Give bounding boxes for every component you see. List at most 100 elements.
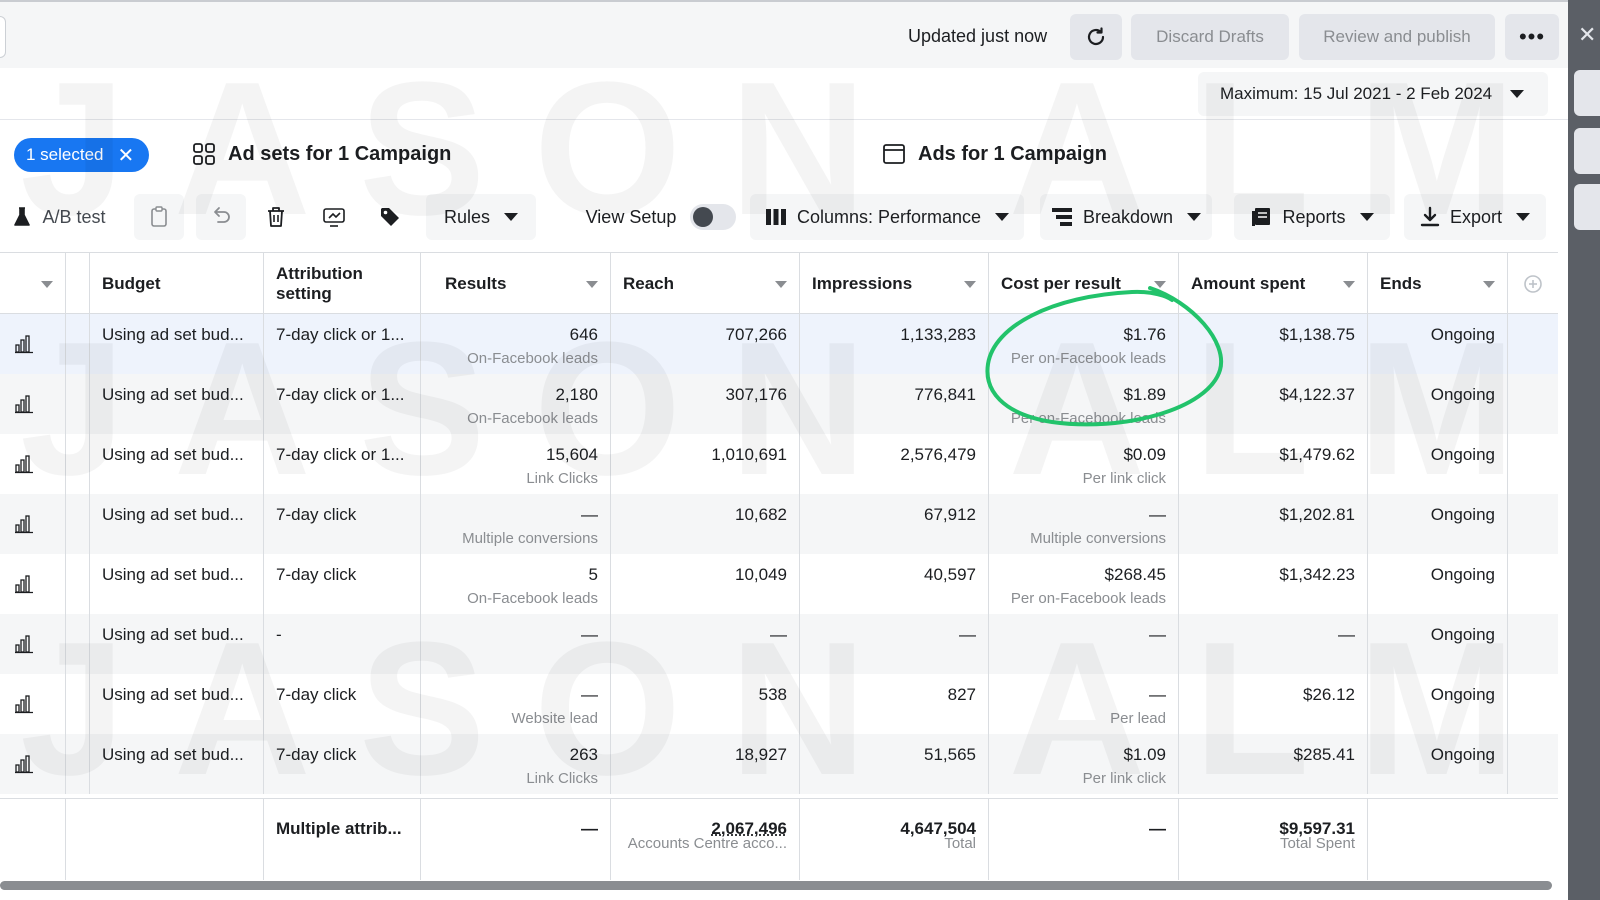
cell-reach: 1,010,691 [611,434,800,494]
column-header-amount-spent[interactable]: Amount spent [1179,253,1368,314]
row-name-cell[interactable] [66,314,90,374]
selected-filter-pill[interactable]: 1 selected ✕ [14,138,149,172]
cell-impressions: 776,841 [800,374,989,434]
bar-chart-icon[interactable] [14,454,34,474]
column-header-attribution[interactable]: Attribution setting [264,253,421,314]
row-name-cell[interactable] [66,434,90,494]
row-chart-cell[interactable] [0,374,66,434]
cell-value: 7-day click or 1... [276,445,405,464]
add-column-button[interactable] [1508,253,1558,314]
row-name-cell[interactable] [66,494,90,554]
column-header-budget[interactable]: Budget [90,253,264,314]
collapsed-panel-edge[interactable] [0,16,6,58]
rail-chart-button[interactable] [1574,70,1600,116]
reports-icon [1252,208,1271,226]
column-header-impressions[interactable]: Impressions [800,253,989,314]
table-row[interactable]: Using ad set bud... 7-day click 263 Link Cl… [0,734,1558,794]
columns-dropdown[interactable]: Columns: Performance [750,194,1024,240]
rules-dropdown[interactable]: Rules [426,194,536,240]
scrollbar-thumb[interactable] [0,881,1552,890]
cell-budget[interactable]: Using ad set bud... [90,374,264,434]
column-header-ends[interactable]: Ends [1368,253,1508,314]
bar-chart-icon[interactable] [14,394,34,414]
table-row[interactable]: Using ad set bud... - — — — — — Ongoing [0,614,1558,674]
totals-reach[interactable]: 2,067,496 Accounts Centre acco... [611,799,800,881]
totals-value: $9,597.31 [1279,819,1355,838]
chevron-down-icon [41,281,53,288]
cell-reach: 707,266 [611,314,800,374]
table-row[interactable]: Using ad set bud... 7-day click — Multiple … [0,494,1558,554]
totals-results: — [421,799,611,881]
cell-ends: Ongoing [1368,314,1508,374]
table-row[interactable]: Using ad set bud... 7-day click or 1... 15… [0,434,1558,494]
tag-button[interactable] [366,194,414,240]
bar-chart-icon[interactable] [14,334,34,354]
close-icon[interactable]: ✕ [1578,22,1597,47]
totals-sub: Total Spent [1279,835,1355,852]
rail-history-button[interactable] [1574,184,1600,230]
reports-dropdown[interactable]: Reports [1234,194,1390,240]
horizontal-scrollbar[interactable] [0,880,1558,892]
cell-budget[interactable]: Using ad set bud... [90,734,264,794]
table-row[interactable]: Using ad set bud... 7-day click 5 On-Facebo… [0,554,1558,614]
cell-budget[interactable]: Using ad set bud... [90,494,264,554]
table-header: Budget Attribution setting Results Reach… [0,252,1558,314]
cell-budget[interactable]: Using ad set bud... [90,434,264,494]
bar-chart-icon[interactable] [14,754,34,774]
totals-value: Multiple attrib... [276,819,402,838]
rail-edit-button[interactable] [1574,128,1600,174]
table-row[interactable]: Using ad set bud... 7-day click or 1... 2,… [0,374,1558,434]
date-range-picker[interactable]: Maximum: 15 Jul 2021 - 2 Feb 2024 [1198,72,1548,116]
row-name-cell[interactable] [66,674,90,734]
bar-chart-icon[interactable] [14,574,34,594]
duplicate-button[interactable] [310,194,358,240]
close-icon[interactable]: ✕ [117,144,135,167]
row-chart-cell[interactable] [0,494,66,554]
row-name-cell[interactable] [66,614,90,674]
cell-results: 5 On-Facebook leads [421,554,611,614]
bar-chart-icon[interactable] [14,514,34,534]
ab-test-button[interactable]: A/B test [0,194,118,240]
table-row[interactable]: Using ad set bud... 7-day click — Website l… [0,674,1558,734]
row-chart-cell[interactable] [0,314,66,374]
row-chart-cell[interactable] [0,734,66,794]
cell-budget[interactable]: Using ad set bud... [90,614,264,674]
row-chart-cell[interactable] [0,614,66,674]
cell-budget[interactable]: Using ad set bud... [90,314,264,374]
tab-ad-sets[interactable]: Ad sets for 1 Campaign [192,136,451,172]
column-header-name[interactable] [66,253,90,314]
row-chart-cell[interactable] [0,434,66,494]
column-header-reach[interactable]: Reach [611,253,800,314]
undo-button[interactable] [196,194,246,240]
bar-chart-icon[interactable] [14,634,34,654]
cell-amount-spent: $1,138.75 [1179,314,1368,374]
column-header-results[interactable]: Results [421,253,611,314]
view-setup-toggle[interactable]: View Setup [580,194,742,240]
breakdown-dropdown[interactable]: Breakdown [1040,194,1212,240]
refresh-button[interactable] [1070,14,1122,60]
cell-subtext: On-Facebook leads [467,590,598,607]
bar-chart-icon[interactable] [14,694,34,714]
table-row[interactable]: Using ad set bud... 7-day click or 1... 64… [0,314,1558,374]
row-name-cell[interactable] [66,554,90,614]
cell-value: Ongoing [1430,385,1495,404]
row-chart-cell[interactable] [0,674,66,734]
discard-drafts-button[interactable]: Discard Drafts [1131,14,1289,60]
export-dropdown[interactable]: Export [1404,194,1546,240]
row-name-cell[interactable] [66,374,90,434]
tab-ads[interactable]: Ads for 1 Campaign [882,136,1107,172]
column-header-cost-per-result[interactable]: Cost per result [989,253,1179,314]
row-chart-cell[interactable] [0,554,66,614]
totals-attribution: Multiple attrib... [264,799,421,881]
copy-button[interactable] [134,194,184,240]
column-header-select[interactable] [0,253,66,314]
delete-button[interactable] [254,194,298,240]
row-name-cell[interactable] [66,734,90,794]
totals-value[interactable]: 2,067,496 [711,819,787,838]
review-publish-button[interactable]: Review and publish [1299,14,1495,60]
cell-reach: 307,176 [611,374,800,434]
toggle-switch[interactable] [690,204,737,230]
more-options-button[interactable]: ••• [1505,14,1559,60]
cell-budget[interactable]: Using ad set bud... [90,674,264,734]
cell-budget[interactable]: Using ad set bud... [90,554,264,614]
